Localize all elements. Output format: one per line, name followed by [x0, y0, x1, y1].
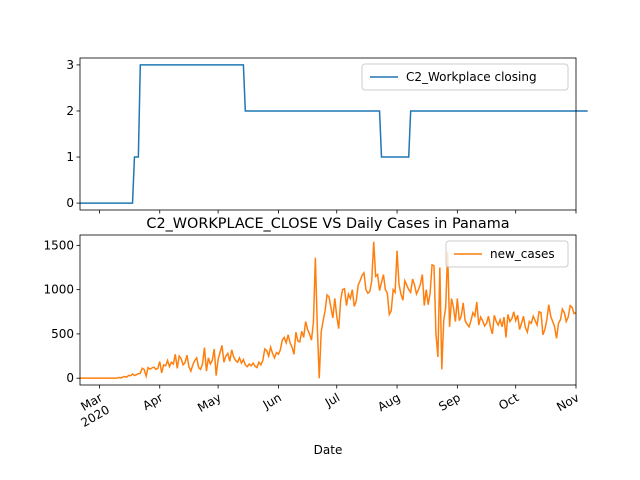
- line: [80, 64, 588, 204]
- y-tick-label: 1500: [43, 238, 74, 252]
- legend-box: [361, 63, 569, 91]
- y-tick-label: 0: [66, 196, 74, 210]
- y-tick-label: 0: [66, 371, 74, 385]
- y-tick-label: 2: [66, 104, 74, 118]
- x-tick-label: Jul: [322, 390, 342, 410]
- x-axis-label: Date: [314, 443, 343, 457]
- line: [80, 241, 577, 380]
- y-tick-label: 500: [51, 327, 74, 341]
- chart-title: C2_WORKPLACE_CLOSE VS Daily Cases in Pan…: [146, 216, 509, 232]
- legend-label: C2_Workplace closing: [406, 70, 537, 84]
- y-tick-label: 3: [66, 58, 74, 72]
- axes-frame: [79, 57, 577, 211]
- legend-box: [445, 240, 569, 268]
- y-tick-label: 1000: [43, 283, 74, 297]
- legend-label: new_cases: [490, 247, 555, 261]
- y-tick-label: 1: [66, 150, 74, 164]
- axes-frame: [79, 234, 577, 386]
